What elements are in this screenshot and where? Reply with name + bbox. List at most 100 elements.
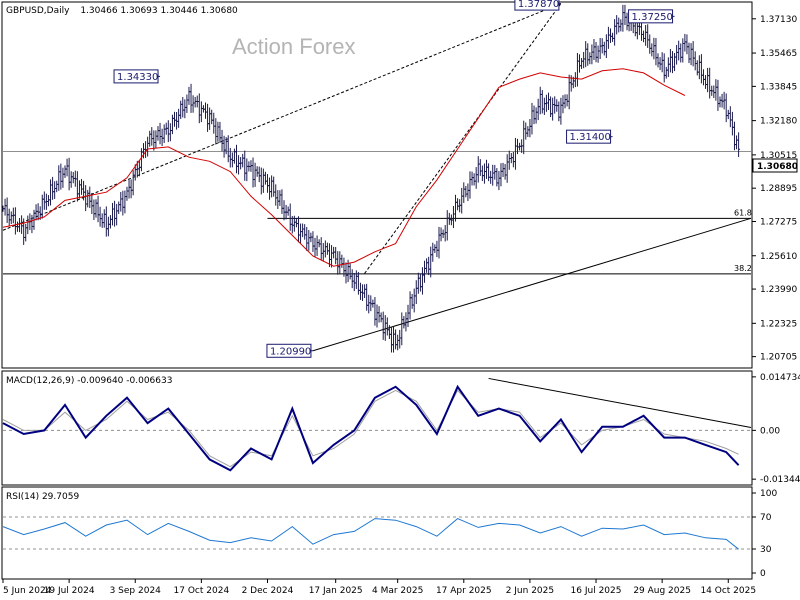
price-bar [588, 52, 592, 65]
price-bar [3, 198, 7, 216]
price-bar [299, 223, 303, 244]
moving-average-line [2, 68, 686, 267]
price-bar [181, 97, 185, 118]
price-bar [57, 165, 61, 191]
price-bar [69, 171, 73, 188]
price-bar [435, 240, 439, 258]
price-bar [547, 92, 551, 110]
price-bar [282, 200, 286, 221]
price-bar [722, 91, 726, 110]
price-bar [323, 240, 327, 258]
price-bar [257, 166, 261, 183]
price-bar [367, 294, 371, 314]
price-bar [148, 130, 152, 147]
price-y-tick-label: 1.23990 [760, 285, 797, 295]
fib-level-label: 61.8 [734, 208, 752, 217]
price-bar [443, 225, 447, 242]
price-bar [61, 167, 65, 188]
price-bar [168, 123, 172, 142]
price-bar [431, 242, 435, 262]
price-bar [404, 312, 408, 332]
price-bar [358, 282, 362, 300]
ohlc-label: 1.30466 1.30693 1.30446 1.30680 [80, 6, 238, 16]
price-bar [53, 181, 57, 199]
price-bar [666, 57, 670, 77]
price-bar [468, 171, 472, 199]
price-bar [648, 34, 652, 54]
price-bar [208, 107, 212, 130]
price-bar [503, 163, 507, 180]
price-bar [177, 108, 181, 128]
price-bar [418, 273, 422, 292]
swing-label: 1.37250 [628, 9, 675, 24]
price-bar [115, 203, 119, 226]
price-header: GBPUSD,Daily 1.30466 1.30693 1.30446 1.3… [6, 6, 238, 16]
price-y-tick-label: 1.35465 [760, 49, 797, 59]
price-bar [615, 15, 619, 35]
price-bar [445, 210, 449, 241]
price-bar [730, 111, 734, 136]
x-tick-label: 3 Sep 2024 [110, 586, 162, 596]
price-bar [414, 280, 418, 304]
macd-pane-frame [1, 370, 753, 486]
price-bar [113, 200, 117, 227]
price-bar [187, 86, 191, 105]
macd-trendline [488, 377, 752, 428]
x-tick-label: 14 Oct 2025 [700, 586, 756, 596]
price-y-tick-label: 1.22325 [760, 319, 797, 329]
price-bar [596, 45, 600, 63]
price-bar [375, 304, 379, 328]
price-bar [685, 34, 689, 55]
price-bar [377, 306, 381, 323]
price-bar [42, 191, 46, 210]
price-bar [737, 132, 741, 158]
price-bar [487, 163, 491, 182]
price-bar [65, 158, 69, 177]
price-bar [313, 237, 317, 258]
price-bar [675, 44, 679, 65]
price-bar [608, 28, 612, 43]
rsi-panel: RSI(14) 29.7059 100 70 30 0 [1, 486, 777, 580]
price-bar [524, 122, 528, 140]
swing-label-text: 1.37870 [518, 0, 559, 10]
x-tick-label: 17 Jan 2025 [309, 586, 363, 596]
rsi-y-tick-label: 0 [760, 569, 766, 579]
price-bar [602, 41, 606, 56]
price-bar [261, 168, 265, 193]
price-bar [732, 121, 736, 151]
price-bar [131, 170, 135, 196]
price-bar [305, 226, 309, 251]
price-bar [420, 267, 424, 295]
price-bar [590, 44, 594, 65]
price-bar [718, 96, 722, 108]
price-bar [125, 186, 129, 201]
current-price-box [752, 158, 798, 173]
price-bar [123, 190, 127, 214]
price-bar [706, 67, 710, 93]
price-bar [735, 135, 739, 150]
price-bar [656, 53, 660, 68]
price-bar [466, 183, 470, 202]
macd-panel: MACD(12,26,9) -0.009640 -0.006633 0.0147… [1, 370, 800, 486]
price-bar [253, 162, 257, 187]
price-bar [540, 90, 544, 114]
price-bar [604, 34, 608, 59]
price-bar [687, 42, 691, 64]
price-bar [338, 251, 342, 275]
price-bar [654, 38, 658, 66]
price-bar [189, 83, 193, 113]
price-bar [701, 69, 705, 86]
price-bar [173, 111, 177, 127]
swing-label-box [566, 129, 612, 144]
price-trendlines [2, 3, 752, 352]
price-bar [63, 165, 67, 178]
x-tick-label: 5 Jun 2024 [3, 586, 52, 596]
price-bar [437, 226, 441, 259]
price-bar [77, 180, 81, 199]
price-bar [561, 95, 565, 114]
price-bar [80, 179, 84, 195]
price-bar [94, 199, 98, 218]
price-bar [613, 19, 617, 46]
price-bar [311, 231, 315, 252]
